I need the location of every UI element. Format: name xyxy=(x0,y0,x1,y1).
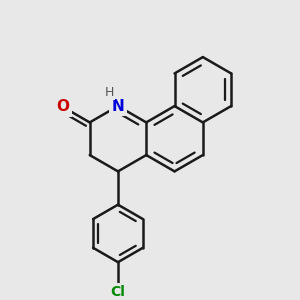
Text: Cl: Cl xyxy=(110,285,125,299)
Text: O: O xyxy=(56,99,69,114)
Text: N: N xyxy=(112,99,124,114)
Text: H: H xyxy=(105,86,114,99)
